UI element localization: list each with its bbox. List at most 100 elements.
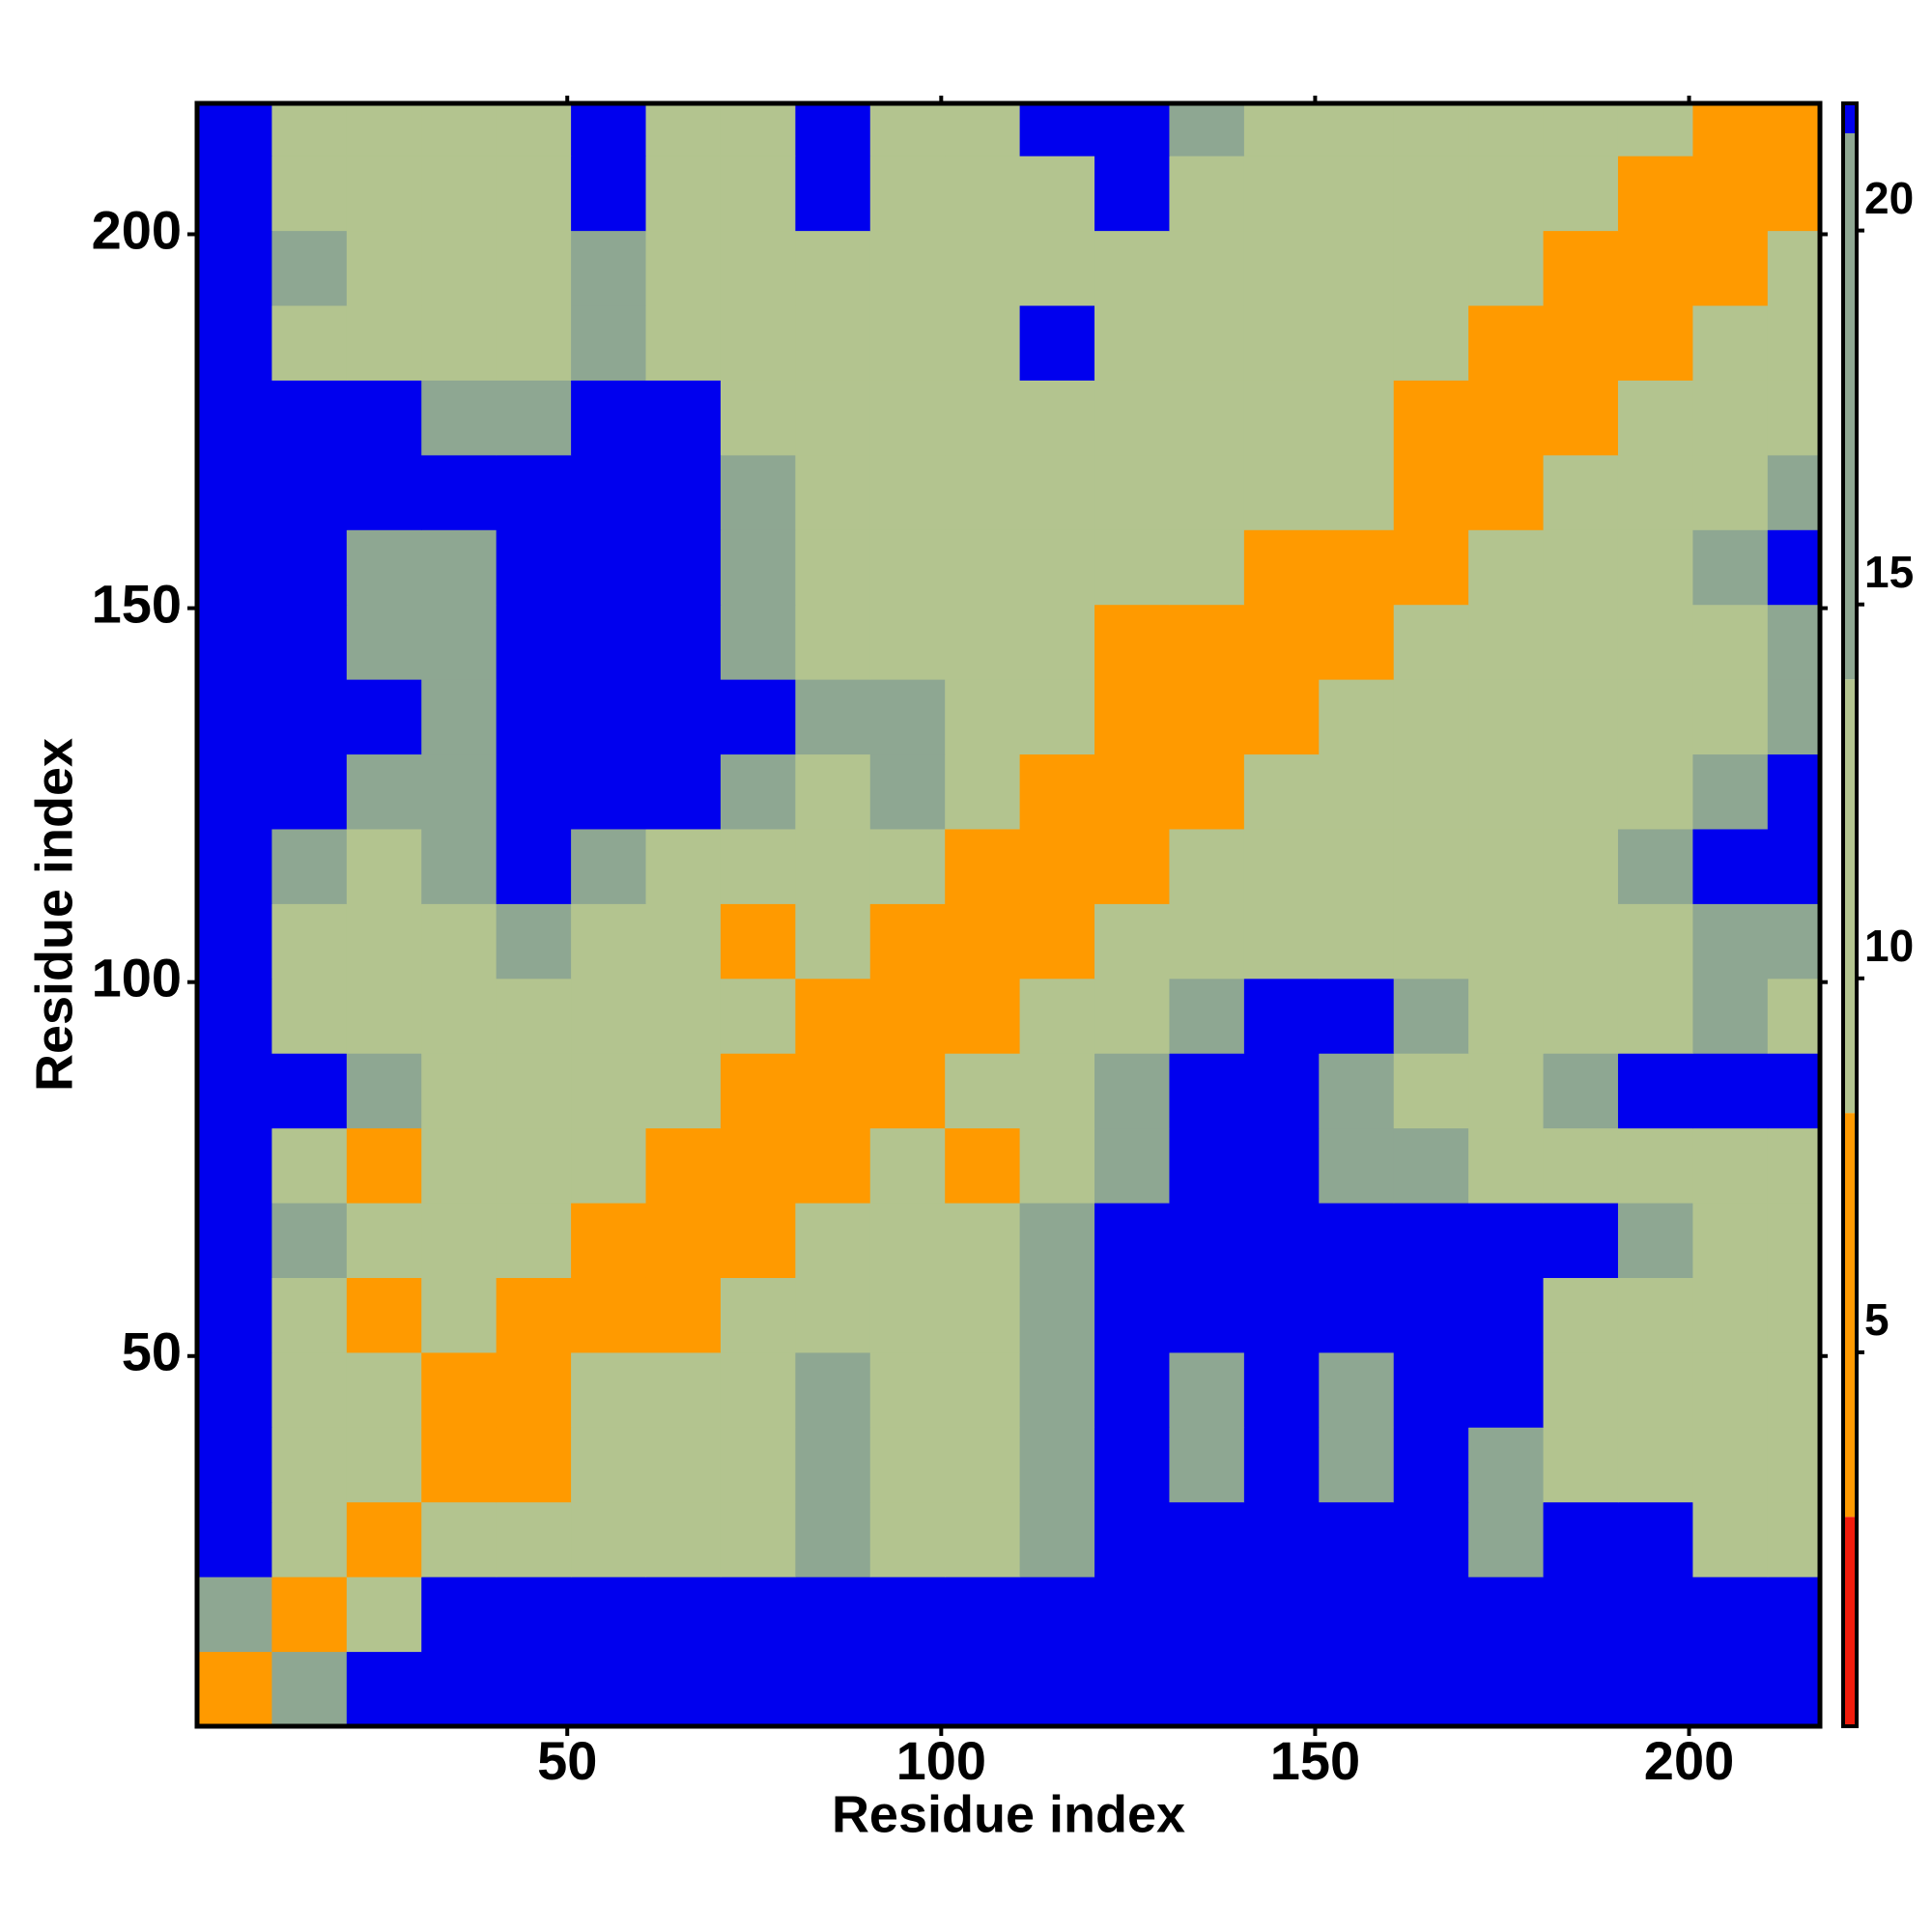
cell xyxy=(1468,1127,1545,1204)
cell xyxy=(945,604,1021,680)
cell xyxy=(1319,103,1395,156)
cell xyxy=(645,156,722,232)
cell xyxy=(1094,380,1170,456)
cell xyxy=(1094,679,1170,755)
cell xyxy=(645,230,722,306)
cell xyxy=(571,1203,647,1278)
cell xyxy=(197,305,272,381)
cell xyxy=(1468,305,1545,381)
cell xyxy=(1468,1577,1545,1653)
cell xyxy=(1543,454,1619,530)
cell xyxy=(1019,454,1095,530)
cell xyxy=(1617,604,1693,680)
cell xyxy=(945,454,1021,530)
cell xyxy=(1692,156,1769,232)
cell xyxy=(197,1501,272,1577)
cell xyxy=(421,454,497,530)
cell xyxy=(571,1577,647,1653)
cell xyxy=(795,978,871,1054)
cell xyxy=(346,156,422,232)
cell xyxy=(496,1501,572,1577)
cell xyxy=(1393,1203,1469,1278)
cell xyxy=(869,454,946,530)
cell xyxy=(271,1651,348,1727)
cell xyxy=(1617,305,1693,381)
cell xyxy=(1243,454,1320,530)
cell xyxy=(1767,230,1821,306)
y-axis-title: Residue index xyxy=(25,738,83,1092)
cell xyxy=(1767,1203,1821,1278)
cell xyxy=(1617,1577,1693,1653)
cell xyxy=(1094,1053,1170,1129)
cell xyxy=(720,1127,796,1204)
cell xyxy=(720,1351,796,1428)
cell xyxy=(1094,604,1170,680)
cell xyxy=(1169,1277,1245,1353)
cell xyxy=(869,1427,946,1503)
cell xyxy=(271,1127,348,1204)
cell xyxy=(1243,1427,1320,1503)
cell xyxy=(1393,1501,1469,1577)
cell xyxy=(1243,1277,1320,1353)
cell xyxy=(1243,1577,1320,1653)
cell xyxy=(1393,753,1469,830)
cell xyxy=(645,753,722,830)
cell xyxy=(1393,454,1469,530)
cell xyxy=(1169,529,1245,606)
cell xyxy=(720,454,796,530)
cell xyxy=(795,156,871,232)
colorbar-tick-label: 20 xyxy=(1864,173,1914,223)
cell xyxy=(945,529,1021,606)
cell xyxy=(1767,1651,1821,1727)
cell xyxy=(1169,978,1245,1054)
cell xyxy=(1319,1127,1395,1204)
cell xyxy=(1543,903,1619,980)
cell xyxy=(720,1577,796,1653)
cell xyxy=(496,305,572,381)
cell xyxy=(645,380,722,456)
cell xyxy=(720,903,796,980)
y-tick-label: 200 xyxy=(92,199,182,260)
cell xyxy=(1393,1651,1469,1727)
cell xyxy=(571,305,647,381)
cell xyxy=(869,1501,946,1577)
cell xyxy=(645,1351,722,1428)
cell xyxy=(645,1277,722,1353)
cell xyxy=(720,1501,796,1577)
cell xyxy=(869,1127,946,1204)
cell xyxy=(1393,1351,1469,1428)
cell xyxy=(1319,604,1395,680)
cell xyxy=(1543,1127,1619,1204)
cell xyxy=(496,103,572,156)
cell xyxy=(421,679,497,755)
cell xyxy=(271,1577,348,1653)
cell xyxy=(1169,156,1245,232)
cell xyxy=(1019,1203,1095,1278)
cell xyxy=(1393,1427,1469,1503)
cell xyxy=(1468,103,1545,156)
cell xyxy=(346,1577,422,1653)
cell xyxy=(421,1203,497,1278)
cell xyxy=(271,1501,348,1577)
cell xyxy=(1617,103,1693,156)
cell xyxy=(1019,1501,1095,1577)
cell xyxy=(1169,903,1245,980)
cell xyxy=(645,903,722,980)
cell xyxy=(1019,1277,1095,1353)
cell xyxy=(1393,978,1469,1054)
cell xyxy=(1767,305,1821,381)
cell xyxy=(945,978,1021,1054)
cell xyxy=(795,1127,871,1204)
cell xyxy=(496,1277,572,1353)
cell xyxy=(869,529,946,606)
cell xyxy=(795,1501,871,1577)
cell xyxy=(1617,978,1693,1054)
cell xyxy=(1243,230,1320,306)
cell xyxy=(795,454,871,530)
cell xyxy=(869,1577,946,1653)
cell xyxy=(945,828,1021,904)
cell xyxy=(571,230,647,306)
cell xyxy=(271,529,348,606)
cell xyxy=(271,903,348,980)
